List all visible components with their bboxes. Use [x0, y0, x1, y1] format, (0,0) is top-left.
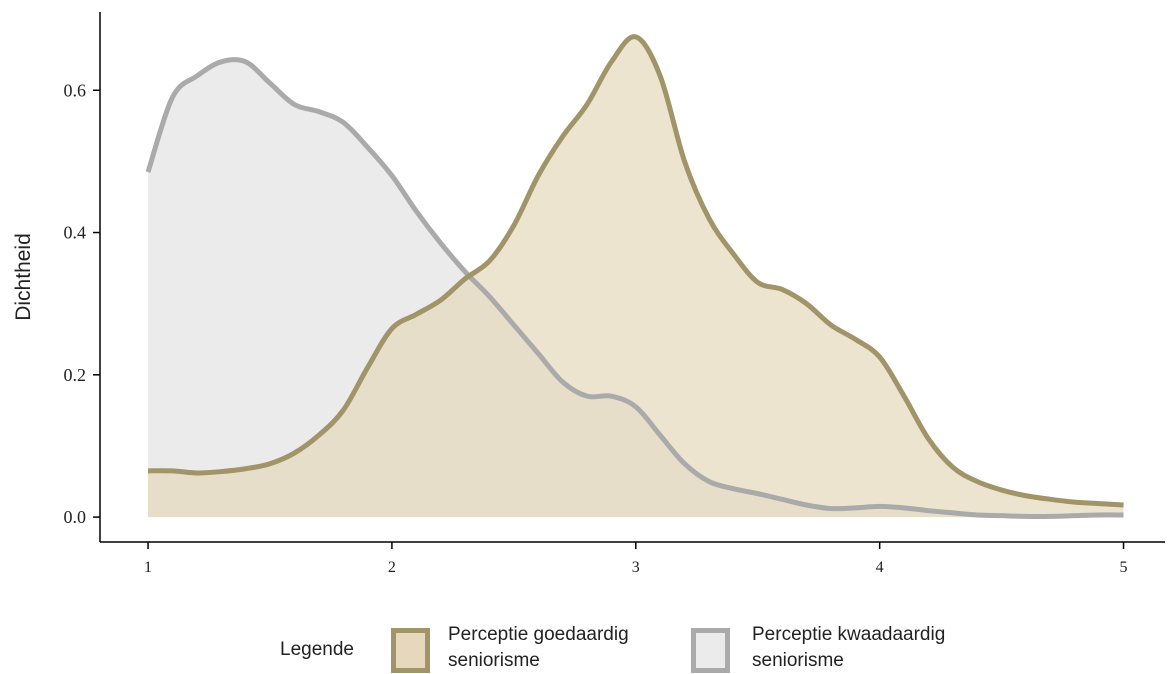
y-tick-label: 0.6 [64, 80, 87, 100]
legend: Legende Perceptie goedaardig seniorisme P… [0, 622, 1169, 674]
legend-label: Perceptie goedaardig seniorisme [448, 624, 629, 671]
x-tick-label: 1 [144, 559, 152, 576]
density-line [148, 34, 1124, 508]
legend-title: Legende [280, 639, 354, 660]
y-tick-label: 0.4 [64, 223, 87, 243]
x-tick-label: 4 [876, 559, 884, 576]
x-tick-label: 2 [388, 559, 396, 576]
density-line [145, 57, 1124, 519]
y-tick-label: 0.2 [64, 365, 87, 385]
density-area [148, 36, 1124, 518]
x-tick-label: 5 [1120, 559, 1128, 576]
legend-swatch [691, 628, 730, 673]
x-tick-label: 3 [632, 559, 640, 576]
chart: Dichtheid 0.0 0.2 0.4 0.6 1 2 3 4 5 [12, 12, 1165, 576]
legend-label: Perceptie kwaadaardig seniorisme [752, 624, 946, 671]
y-tick-label: 0.0 [64, 507, 87, 527]
legend-swatch [391, 628, 430, 673]
y-axis-label: Dichtheid [12, 233, 35, 321]
